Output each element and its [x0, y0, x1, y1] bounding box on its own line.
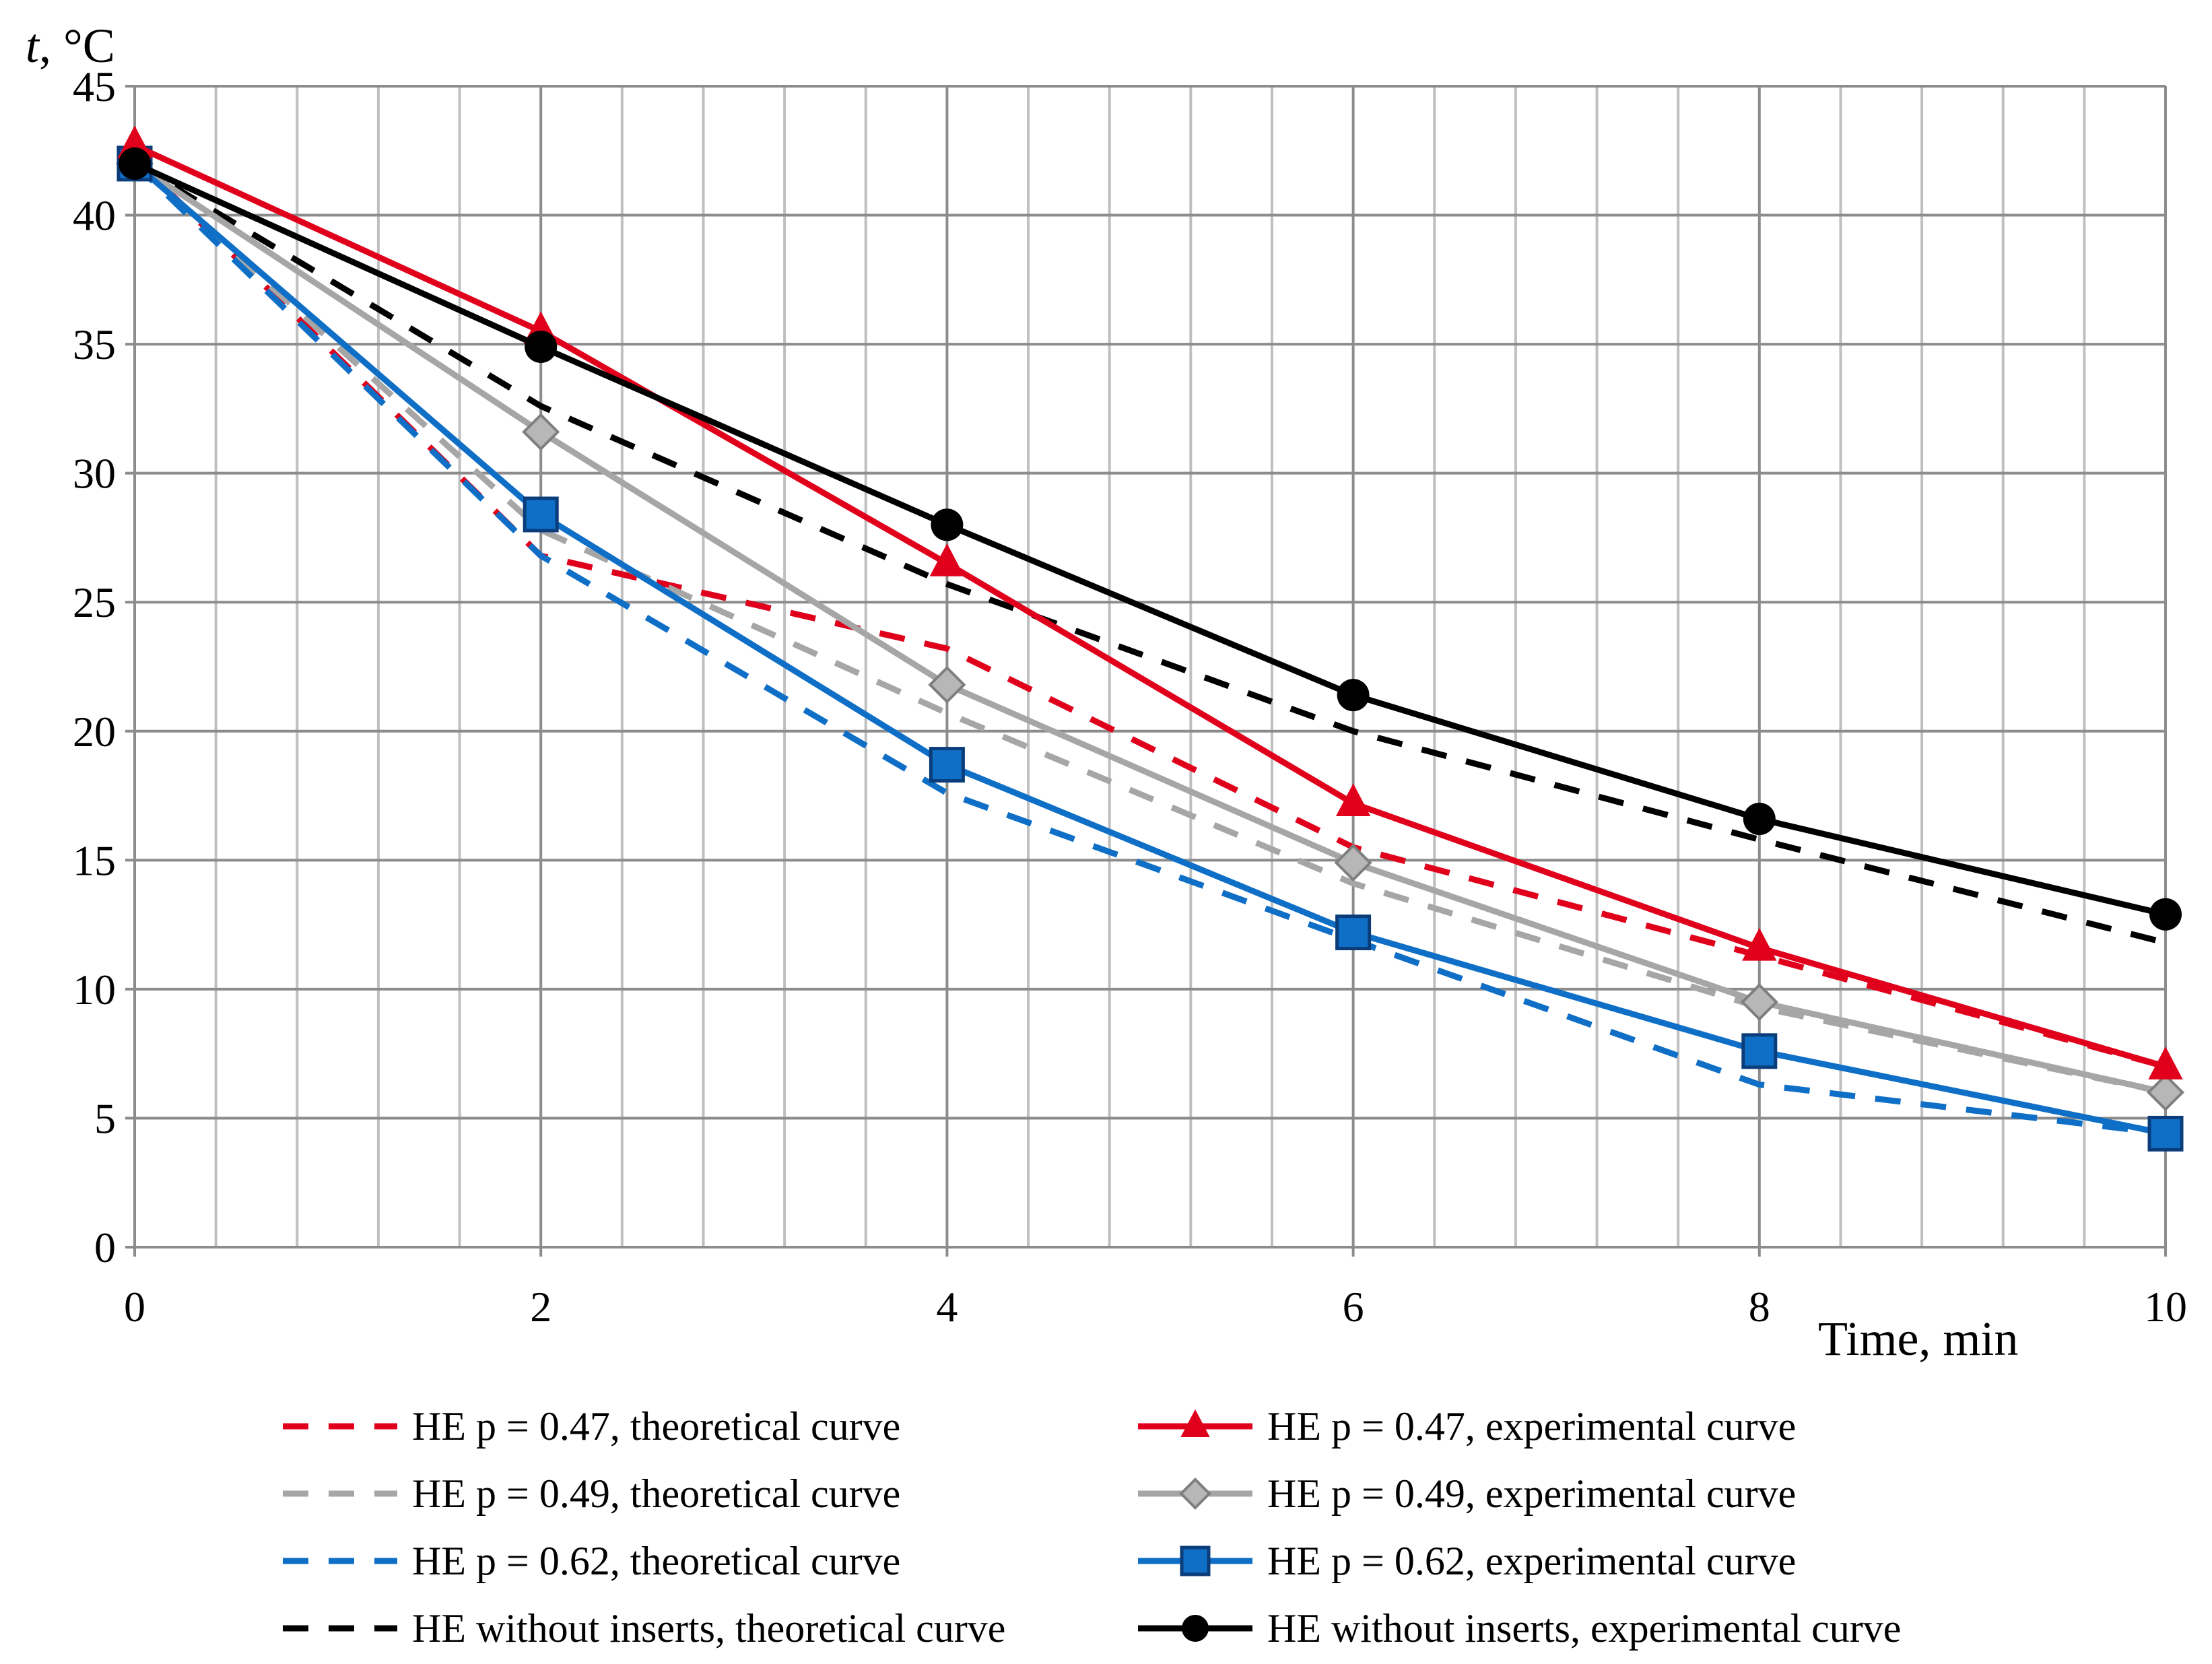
y-tick-label: 45: [73, 63, 116, 110]
series-line: [132, 161, 2166, 1096]
y-tick-label: 5: [94, 1094, 116, 1142]
legend-marker: [1179, 1477, 1211, 1510]
legend-label: HE p = 0.49, theoretical curve: [412, 1471, 900, 1516]
legend-label: HE p = 0.49, experimental curve: [1267, 1471, 1796, 1516]
legend-item: HE p = 0.62, theoretical curve: [283, 1539, 900, 1583]
x-tick-label: 2: [530, 1283, 551, 1331]
y-axis-title: t, °C: [26, 19, 115, 73]
series-3: [115, 144, 2185, 1112]
series-6: [133, 161, 2167, 946]
y-axis-title-unit: , °C: [39, 19, 115, 73]
x-tick-label: 8: [1749, 1283, 1770, 1331]
legend-item: HE p = 0.47, experimental curve: [1138, 1404, 1796, 1449]
x-tick-label: 0: [124, 1283, 145, 1331]
data-point: [522, 413, 560, 451]
y-tick-label: 0: [94, 1224, 116, 1271]
data-point: [2148, 1046, 2183, 1079]
data-point: [929, 543, 965, 576]
legend-label: HE p = 0.47, experimental curve: [1267, 1404, 1796, 1449]
series-line: [133, 160, 2167, 918]
data-point: [525, 330, 558, 363]
data-point: [1337, 679, 1370, 712]
legend-label: HE p = 0.62, experimental curve: [1267, 1539, 1796, 1583]
data-point: [1741, 1033, 1778, 1069]
data-point: [928, 665, 966, 704]
data-point: [2147, 1115, 2184, 1152]
grid-minor: [214, 86, 2086, 1247]
data-point: [931, 508, 964, 541]
legend-label: HE p = 0.47, theoretical curve: [412, 1404, 900, 1449]
data-point: [1742, 927, 1777, 961]
x-tick-label: 4: [936, 1283, 958, 1331]
series-line: [133, 161, 2166, 1137]
y-tick-label: 20: [73, 708, 116, 756]
series-4: [132, 161, 2166, 1137]
series-layer: [115, 125, 2185, 1152]
series-7: [119, 147, 2182, 931]
series-line: [132, 161, 2166, 1137]
legend: HE p = 0.47, theoretical curve HE p = 0.4…: [283, 1404, 1901, 1651]
series-line: [133, 161, 2167, 946]
x-tick-label: 6: [1343, 1283, 1364, 1331]
series-2: [132, 161, 2166, 1096]
legend-item: HE p = 0.49, theoretical curve: [283, 1471, 900, 1516]
data-point: [2146, 1073, 2185, 1112]
legend-label: HE without inserts, theoretical curve: [412, 1606, 1005, 1651]
series-line: [133, 161, 2166, 1096]
data-point: [929, 747, 965, 783]
legend-item: HE p = 0.49, experimental curve: [1138, 1471, 1796, 1516]
data-point: [1335, 914, 1372, 951]
y-tick-label: 10: [73, 966, 116, 1013]
legend-marker: [1180, 1545, 1211, 1576]
data-point: [523, 496, 559, 533]
grid-major: [125, 85, 2167, 1257]
data-point: [1743, 803, 1776, 836]
legend-item: HE p = 0.47, theoretical curve: [283, 1404, 900, 1449]
legend-item: HE p = 0.62, experimental curve: [1138, 1539, 1796, 1583]
data-point: [1740, 983, 1778, 1022]
legend-label: HE p = 0.62, theoretical curve: [412, 1539, 900, 1583]
y-tick-label: 35: [73, 321, 116, 368]
legend-item: HE without inserts, experimental curve: [1138, 1606, 1901, 1651]
legend-label: HE without inserts, experimental curve: [1267, 1606, 1901, 1651]
tick-labels: 0 5 10 15 20 25 30 35 40 45 0 2 4 6 8 10: [73, 63, 2187, 1331]
y-tick-label: 40: [73, 192, 116, 240]
legend-marker: [1182, 1615, 1209, 1642]
y-tick-label: 30: [73, 450, 116, 498]
x-tick-label: 10: [2144, 1283, 2187, 1331]
legend-item: HE without inserts, theoretical curve: [283, 1606, 1005, 1651]
data-point: [1334, 844, 1372, 882]
data-point: [2149, 898, 2182, 931]
x-axis-title: Time, min: [1818, 1312, 2018, 1366]
y-tick-label: 25: [73, 578, 116, 626]
y-tick-label: 15: [73, 836, 116, 884]
legend-marker: [1180, 1409, 1210, 1437]
data-point: [1335, 783, 1371, 817]
y-axis-title-italic: t: [26, 19, 40, 73]
series-line: [133, 143, 2167, 1070]
data-point: [119, 147, 151, 180]
